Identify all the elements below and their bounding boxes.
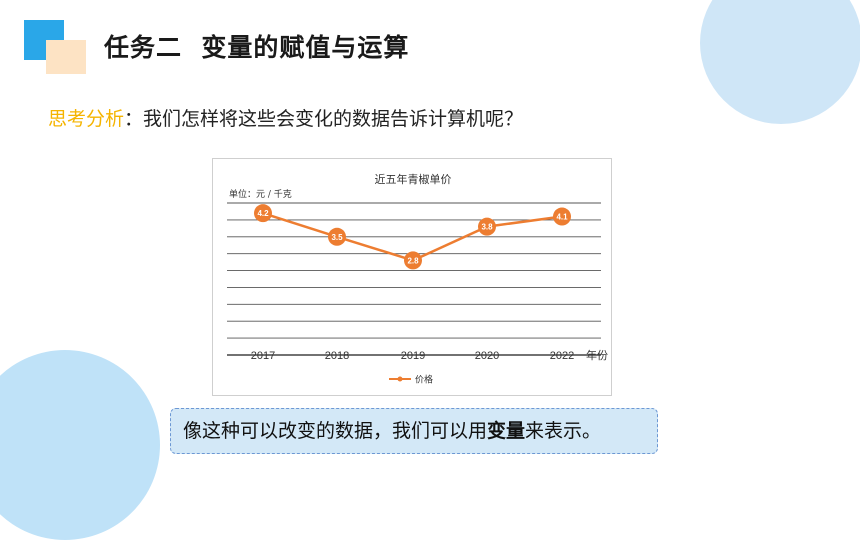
x-tick-label: 2022 <box>550 350 574 362</box>
x-tick-label: 2020 <box>475 350 499 362</box>
thinking-question: ：我们怎样将这些会变化的数据告诉计算机呢？ <box>124 108 524 130</box>
data-point <box>328 227 346 246</box>
chart-unit-label: 单位：元 / 千克 <box>229 188 292 200</box>
chart-svg: 近五年青椒单价 单位：元 / 千克 2017 2018 2019 2020 2022 年… <box>227 172 608 386</box>
data-point <box>553 207 571 226</box>
x-axis-suffix-label: 年份 <box>586 348 608 362</box>
data-label: 4.2 <box>257 209 269 218</box>
page-title: 任务二 变量的赋值与运算 <box>104 33 410 62</box>
x-tick-label: 2019 <box>401 350 425 362</box>
data-label: 4.1 <box>556 213 568 222</box>
variable-callout: 像这种可以改变的数据，我们可以用变量来表示。 <box>170 408 658 454</box>
thinking-highlight: 思考分析 <box>48 108 125 130</box>
decorative-circle-bottom-left <box>0 350 160 540</box>
decorative-circle-top-right <box>700 0 860 124</box>
data-label: 3.5 <box>331 233 343 242</box>
data-point <box>404 251 422 270</box>
callout-text-post: 来表示。 <box>525 420 602 442</box>
price-chart: 近五年青椒单价 单位：元 / 千克 2017 2018 2019 2020 2022 年… <box>212 158 612 396</box>
legend-label: 价格 <box>415 374 433 386</box>
data-label: 3.8 <box>481 223 493 232</box>
data-point <box>478 217 496 236</box>
x-tick-label: 2018 <box>325 350 349 362</box>
title-logo-icon <box>24 20 86 76</box>
legend-marker <box>397 376 403 382</box>
data-label: 2.8 <box>407 256 419 265</box>
data-point <box>254 204 272 223</box>
chart-title: 近五年青椒单价 <box>375 172 452 186</box>
thinking-prompt: 思考分析：我们怎样将这些会变化的数据告诉计算机呢？ <box>48 104 523 131</box>
callout-text-pre: 像这种可以改变的数据，我们可以用 <box>183 420 488 442</box>
x-tick-label: 2017 <box>251 350 275 362</box>
callout-bold-term: 变量 <box>487 420 526 442</box>
